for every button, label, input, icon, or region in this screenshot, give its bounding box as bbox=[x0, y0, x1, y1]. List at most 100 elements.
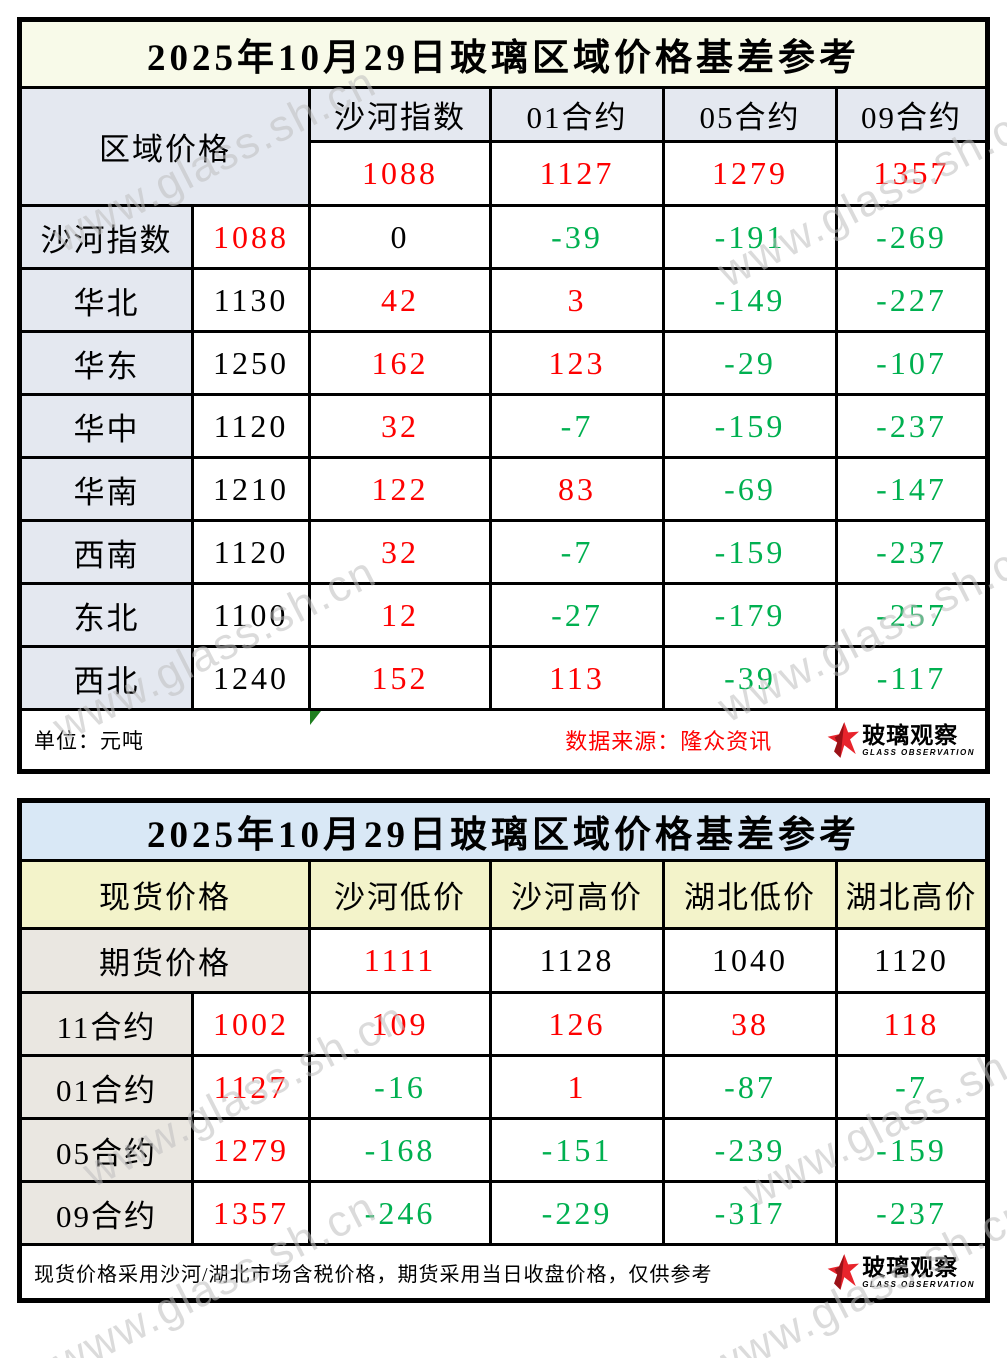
glass-observation-logo: 玻璃观察 GLASS OBSERVATION bbox=[827, 721, 975, 759]
regional-basis-table: 2025年10月29日玻璃区域价格基差参考 区域价格 沙河指数 01合约 05合… bbox=[17, 17, 990, 774]
basis-cell: -237 bbox=[835, 1180, 989, 1246]
table-row: 09合约 1357 -246 -229 -317 -237 bbox=[18, 1180, 989, 1246]
data-source-label: 数据来源：隆众资讯 bbox=[565, 729, 773, 754]
futures-price-cell: 1279 bbox=[662, 140, 838, 207]
region-label: 华中 bbox=[18, 393, 194, 459]
column-header: 01合约 bbox=[489, 86, 665, 143]
futures-price-cell: 1127 bbox=[191, 1054, 311, 1120]
spot-price-cell: 1040 bbox=[662, 927, 838, 994]
basis-cell: 113 bbox=[489, 645, 665, 711]
basis-cell: -7 bbox=[489, 519, 665, 585]
basis-cell: -117 bbox=[835, 645, 989, 711]
basis-cell: 123 bbox=[489, 330, 665, 396]
cell-error-flag-icon bbox=[310, 712, 321, 725]
spot-price-cell: 1088 bbox=[191, 204, 311, 270]
contract-label: 05合约 bbox=[18, 1117, 194, 1183]
contract-label: 09合约 bbox=[18, 1180, 194, 1246]
table2-footer: 现货价格采用沙河/湖北市场含税价格，期货采用当日收盘价格，仅供参考 玻璃观察 G… bbox=[18, 1243, 989, 1302]
basis-cell: -107 bbox=[835, 330, 989, 396]
basis-cell: 32 bbox=[308, 519, 492, 585]
futures-price-cell: 1127 bbox=[489, 140, 665, 207]
basis-cell: -159 bbox=[662, 393, 838, 459]
basis-cell: -7 bbox=[835, 1054, 989, 1120]
logo-en-text: GLASS OBSERVATION bbox=[862, 1279, 975, 1289]
basis-cell: -168 bbox=[308, 1117, 492, 1183]
spot-price-cell: 1210 bbox=[191, 456, 311, 522]
unit-label: 单位：元吨 bbox=[34, 729, 144, 753]
basis-cell: -179 bbox=[662, 582, 838, 648]
column-header: 湖北低价 bbox=[662, 859, 838, 930]
spot-price-cell: 1111 bbox=[308, 927, 492, 994]
spot-price-cell: 1250 bbox=[191, 330, 311, 396]
region-label: 西北 bbox=[18, 645, 194, 711]
table-row: 01合约 1127 -16 1 -87 -7 bbox=[18, 1054, 989, 1120]
basis-cell: 126 bbox=[489, 991, 665, 1057]
table-row: 05合约 1279 -168 -151 -239 -159 bbox=[18, 1117, 989, 1183]
basis-cell: -87 bbox=[662, 1054, 838, 1120]
basis-cell: -159 bbox=[662, 519, 838, 585]
basis-cell: -39 bbox=[489, 204, 665, 270]
table2-title: 2025年10月29日玻璃区域价格基差参考 bbox=[18, 799, 989, 862]
basis-cell: -159 bbox=[835, 1117, 989, 1183]
futures-price-cell: 1357 bbox=[191, 1180, 311, 1246]
spot-price-cell: 1100 bbox=[191, 582, 311, 648]
spot-price-cell: 1120 bbox=[191, 393, 311, 459]
footnote-text: 现货价格采用沙河/湖北市场含税价格，期货采用当日收盘价格，仅供参考 bbox=[34, 1263, 713, 1286]
basis-cell: -237 bbox=[835, 393, 989, 459]
basis-cell: -246 bbox=[308, 1180, 492, 1246]
column-header: 湖北高价 bbox=[835, 859, 989, 930]
spot-price-cell: 1120 bbox=[835, 927, 989, 994]
table-row: 华南 1210 122 83 -69 -147 bbox=[18, 456, 989, 522]
basis-cell: 83 bbox=[489, 456, 665, 522]
region-label: 华北 bbox=[18, 267, 194, 333]
table-row: 西南 1120 32 -7 -159 -237 bbox=[18, 519, 989, 585]
basis-cell: -29 bbox=[662, 330, 838, 396]
futures-price-cell: 1088 bbox=[308, 140, 492, 207]
basis-cell: -7 bbox=[489, 393, 665, 459]
basis-cell: -227 bbox=[835, 267, 989, 333]
region-label: 华南 bbox=[18, 456, 194, 522]
basis-cell: -239 bbox=[662, 1117, 838, 1183]
table-row: 华中 1120 32 -7 -159 -237 bbox=[18, 393, 989, 459]
logo-zh-text: 玻璃观察 bbox=[862, 721, 959, 748]
glass-observation-logo: 玻璃观察 GLASS OBSERVATION bbox=[827, 1253, 975, 1291]
column-header: 沙河低价 bbox=[308, 859, 492, 930]
spot-price-cell: 1128 bbox=[489, 927, 665, 994]
basis-cell: -237 bbox=[835, 519, 989, 585]
table-row: 沙河指数 1088 0 -39 -191 -269 bbox=[18, 204, 989, 270]
basis-cell: 0 bbox=[308, 204, 492, 270]
contract-label: 11合约 bbox=[18, 991, 194, 1057]
basis-cell: -69 bbox=[662, 456, 838, 522]
basis-cell: -317 bbox=[662, 1180, 838, 1246]
basis-cell: -229 bbox=[489, 1180, 665, 1246]
logo-zh-text: 玻璃观察 bbox=[862, 1253, 959, 1280]
table1-title: 2025年10月29日玻璃区域价格基差参考 bbox=[18, 18, 989, 89]
basis-cell: 162 bbox=[308, 330, 492, 396]
futures-price-cell: 1002 bbox=[191, 991, 311, 1057]
basis-cell: 3 bbox=[489, 267, 665, 333]
table1-footer: 单位：元吨 数据来源：隆众资讯 玻璃观察 GLASS OBSERVATION bbox=[18, 708, 989, 773]
basis-cell: -149 bbox=[662, 267, 838, 333]
spot-futures-basis-table: 2025年10月29日玻璃区域价格基差参考 现货价格 沙河低价 沙河高价 湖北低… bbox=[17, 798, 990, 1303]
table-row: 11合约 1002 109 126 38 118 bbox=[18, 991, 989, 1057]
logo-star-icon bbox=[827, 722, 860, 758]
column-header: 09合约 bbox=[835, 86, 989, 143]
spot-price-cell: 1130 bbox=[191, 267, 311, 333]
basis-cell: 118 bbox=[835, 991, 989, 1057]
column-header: 沙河指数 bbox=[308, 86, 492, 143]
logo-en-text: GLASS OBSERVATION bbox=[862, 747, 975, 757]
futures-price-cell: 1279 bbox=[191, 1117, 311, 1183]
table-row: 东北 1100 12 -27 -179 -257 bbox=[18, 582, 989, 648]
table-row: 华北 1130 42 3 -149 -227 bbox=[18, 267, 989, 333]
basis-cell: 1 bbox=[489, 1054, 665, 1120]
basis-cell: -151 bbox=[489, 1117, 665, 1183]
table-row: 西北 1240 152 113 -39 -117 bbox=[18, 645, 989, 711]
futures-row-label: 期货价格 bbox=[18, 927, 311, 994]
basis-cell: -16 bbox=[308, 1054, 492, 1120]
basis-cell: 38 bbox=[662, 991, 838, 1057]
contract-label: 01合约 bbox=[18, 1054, 194, 1120]
basis-cell: -147 bbox=[835, 456, 989, 522]
logo-star-icon bbox=[827, 1254, 860, 1290]
table-row: 华东 1250 162 123 -29 -107 bbox=[18, 330, 989, 396]
